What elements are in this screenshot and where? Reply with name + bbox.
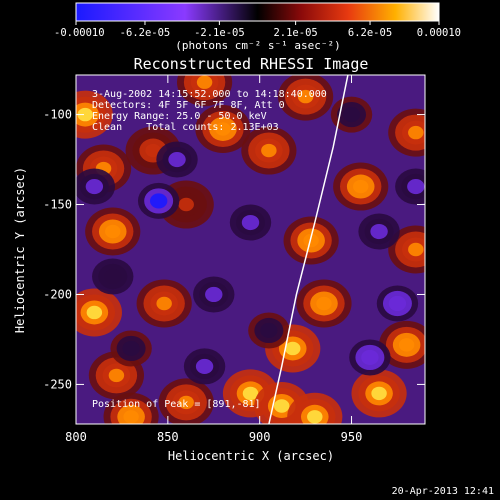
y-tick-label: -150 bbox=[43, 198, 72, 212]
heat-blob-ring bbox=[85, 178, 104, 195]
heat-blob bbox=[278, 75, 334, 121]
annotation-peak: Position of Peak = [891,-81] bbox=[92, 399, 261, 410]
heatmap-layer bbox=[76, 75, 425, 424]
heat-blob bbox=[241, 126, 297, 175]
heat-blob bbox=[85, 207, 141, 256]
heat-blob-ring bbox=[388, 295, 407, 312]
heat-blob-ring bbox=[156, 296, 172, 311]
heat-blob-ring bbox=[105, 224, 121, 239]
heat-blob bbox=[358, 213, 400, 250]
heat-blob-ring bbox=[168, 151, 186, 168]
heat-blob-ring bbox=[316, 296, 332, 311]
heat-blob-ring bbox=[307, 410, 323, 424]
y-tick-label: -200 bbox=[43, 287, 72, 301]
heat-blob-ring bbox=[398, 338, 415, 352]
annotation-clean: Clean Total counts: 2.13E+03 bbox=[92, 122, 279, 133]
heat-blob-ring bbox=[123, 410, 139, 424]
heat-blob bbox=[195, 104, 251, 153]
heat-blob-ring bbox=[371, 386, 387, 401]
heat-blob-ring bbox=[86, 305, 103, 320]
colorbar-ticks: -0.00010 -6.2e-05 -2.1e-05 2.1e-05 6.2e-05 0.… bbox=[54, 21, 461, 39]
heat-blob-ring bbox=[273, 399, 290, 413]
heat-blob bbox=[103, 392, 159, 424]
heat-blob bbox=[193, 276, 235, 313]
x-tick-label: 850 bbox=[157, 430, 179, 444]
heat-blob-ring bbox=[261, 143, 277, 158]
heat-blob-ring bbox=[149, 193, 168, 209]
annotation-detectors: Detectors: 4F 5F 6F 7F 8F, Att 0 bbox=[92, 100, 285, 111]
heat-blob-ring bbox=[342, 107, 361, 123]
heat-blob-ring bbox=[285, 341, 301, 356]
colorbar-tick-label: -2.1e-05 bbox=[194, 27, 245, 39]
annotation-time-range: 3-Aug-2002 14:15:52.000 to 14:18:40.000 bbox=[92, 89, 327, 100]
heat-blob bbox=[265, 324, 321, 373]
heat-blob-ring bbox=[122, 340, 140, 357]
colorbar-tick-label: 2.1e-05 bbox=[273, 27, 317, 39]
heat-blob bbox=[349, 339, 391, 376]
heat-blob bbox=[283, 216, 339, 265]
heat-blob-ring bbox=[303, 233, 319, 248]
heat-blob-ring bbox=[370, 223, 388, 240]
heat-blob bbox=[287, 392, 343, 424]
y-axis-label: Heliocentric Y (arcsec) bbox=[13, 167, 27, 333]
chart-title: Reconstructed RHESSI Image bbox=[134, 55, 369, 73]
axis-ticks: 800 850 900 950 -100 -150 -200 -250 bbox=[43, 75, 425, 444]
heat-blob bbox=[158, 378, 214, 424]
colorbar-units-label: (photons cm⁻² s⁻¹ asec⁻²) bbox=[175, 39, 341, 52]
solar-limb-curve bbox=[268, 75, 349, 424]
heat-blob bbox=[395, 168, 425, 205]
heat-blob bbox=[176, 75, 233, 107]
heat-blob bbox=[137, 182, 180, 219]
heat-blob-ring bbox=[215, 122, 231, 136]
x-axis-label: Heliocentric X (arcsec) bbox=[168, 449, 334, 463]
heat-blob bbox=[92, 258, 134, 295]
heat-blob-ring bbox=[108, 368, 125, 383]
x-tick-label: 900 bbox=[249, 430, 271, 444]
heat-blob bbox=[156, 141, 198, 178]
heat-blob bbox=[76, 168, 116, 205]
annotation-energy: Energy Range: 25.0 - 50.0 keV bbox=[92, 111, 267, 122]
heat-blob bbox=[333, 162, 389, 211]
heat-blob-ring bbox=[178, 197, 194, 212]
heat-blob-ring bbox=[205, 286, 223, 303]
heat-blob bbox=[376, 285, 419, 322]
heat-blob-ring bbox=[145, 143, 161, 158]
plot-frame bbox=[75, 74, 426, 425]
heat-blob bbox=[351, 369, 407, 418]
heat-blob-ring bbox=[297, 89, 314, 104]
heat-blob bbox=[248, 312, 290, 349]
heat-blob bbox=[110, 330, 152, 367]
y-tick-label: -100 bbox=[43, 108, 72, 122]
heat-blob-ring bbox=[407, 178, 425, 195]
heat-blob bbox=[229, 204, 272, 241]
heat-blob bbox=[183, 348, 226, 385]
heat-blob-ring bbox=[77, 107, 93, 122]
heat-blob-ring bbox=[361, 349, 379, 365]
heat-blob bbox=[296, 279, 352, 328]
heat-blob-ring bbox=[241, 214, 260, 231]
heat-blob bbox=[76, 288, 122, 337]
colorbar-tick-label: 6.2e-05 bbox=[348, 27, 392, 39]
footer-date: 20-Apr-2013 12:41 bbox=[392, 486, 494, 497]
heat-blob-ring bbox=[195, 358, 214, 374]
x-tick-label: 800 bbox=[65, 430, 87, 444]
heat-blob bbox=[388, 108, 425, 157]
heat-blob bbox=[136, 279, 192, 328]
colorbar-tick-label: 0.00010 bbox=[417, 27, 461, 39]
heat-blob bbox=[76, 90, 113, 139]
heat-blob-ring bbox=[352, 179, 369, 194]
heat-blob-ring bbox=[242, 386, 259, 401]
y-tick-label: -250 bbox=[43, 377, 72, 391]
colorbar bbox=[75, 2, 440, 22]
heat-blob-ring bbox=[408, 125, 424, 140]
heat-blob-ring bbox=[408, 242, 424, 257]
heat-blob-ring bbox=[260, 322, 278, 339]
colorbar-tick-label: -6.2e-05 bbox=[120, 27, 171, 39]
heat-blob-ring bbox=[178, 395, 194, 410]
colorbar-tick-label: -0.00010 bbox=[54, 27, 105, 39]
heat-blob-ring bbox=[104, 268, 122, 285]
heat-blob-ring bbox=[196, 75, 213, 89]
x-tick-label: 950 bbox=[341, 430, 363, 444]
